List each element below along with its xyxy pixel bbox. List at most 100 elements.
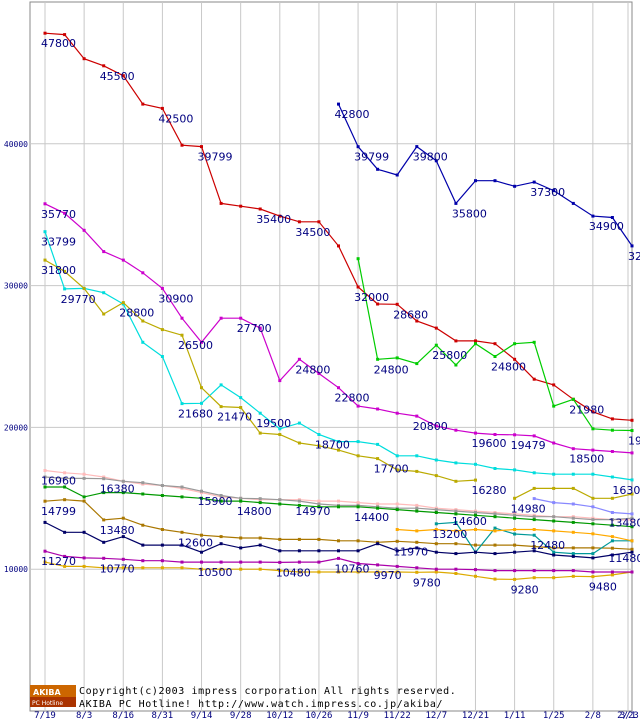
data-point (630, 550, 634, 554)
data-point (513, 496, 517, 500)
data-point (454, 520, 458, 524)
data-point (180, 566, 184, 570)
data-point (376, 506, 380, 510)
data-point (317, 444, 321, 448)
data-point (454, 567, 458, 571)
data-point (454, 201, 458, 205)
data-point (513, 528, 517, 531)
data-point (493, 526, 497, 530)
data-point (532, 569, 536, 573)
data-point (532, 515, 536, 519)
data-point (474, 431, 477, 435)
data-point (356, 404, 360, 408)
data-point (434, 474, 438, 478)
data-point (395, 302, 399, 306)
data-point (317, 549, 321, 553)
data-point (43, 520, 47, 524)
data-point (415, 145, 419, 149)
data-point (102, 566, 106, 570)
data-point (493, 529, 497, 533)
data-label: 33799 (41, 236, 76, 249)
data-point (415, 362, 419, 366)
data-point (415, 319, 419, 323)
data-point (532, 549, 536, 553)
data-point (532, 528, 536, 531)
x-tick-label: 8/3 (76, 711, 92, 720)
data-point (63, 269, 67, 273)
data-point (356, 505, 360, 509)
data-point (571, 516, 575, 520)
data-point (376, 570, 380, 574)
data-point (434, 159, 438, 163)
data-point (513, 433, 517, 437)
data-point (532, 180, 536, 184)
data-label: 35800 (452, 207, 487, 220)
data-point (297, 421, 301, 425)
data-point (121, 301, 125, 305)
data-point (376, 302, 380, 306)
data-point (200, 560, 203, 564)
data-label: 12480 (530, 539, 565, 552)
x-tick-label: 8/16 (112, 711, 134, 720)
data-point (278, 433, 282, 436)
data-point (571, 397, 575, 401)
data-point (415, 540, 419, 544)
data-point (200, 489, 203, 493)
data-point (571, 472, 575, 476)
x-tick-label: 1/25 (543, 711, 565, 720)
data-point (356, 285, 360, 289)
data-point (610, 573, 614, 577)
data-point (160, 543, 164, 547)
data-point (474, 179, 477, 183)
data-point (102, 518, 106, 522)
data-point (239, 560, 243, 564)
data-point (434, 522, 438, 526)
data-label: 34500 (295, 226, 330, 239)
data-point (513, 577, 517, 581)
data-point (239, 496, 243, 500)
data-label: 37300 (530, 186, 565, 199)
data-point (239, 406, 243, 409)
data-point (591, 546, 595, 550)
data-point (552, 404, 556, 408)
data-point (376, 442, 380, 446)
data-point (415, 546, 419, 550)
data-point (395, 173, 399, 177)
data-point (415, 570, 419, 574)
data-point (82, 286, 86, 290)
data-label: 24800 (374, 363, 409, 376)
data-point (474, 543, 477, 547)
data-point (552, 515, 556, 519)
data-point (63, 554, 67, 558)
data-point (434, 567, 438, 571)
data-point (337, 556, 340, 560)
data-point (356, 501, 360, 505)
data-label: 28680 (393, 308, 428, 321)
data-point (63, 485, 67, 489)
data-point (591, 410, 595, 414)
data-point (454, 529, 458, 533)
data-point (121, 74, 125, 78)
data-label: 10770 (100, 562, 135, 575)
data-point (219, 405, 223, 409)
data-point (513, 543, 517, 547)
plot-frame (29, 1, 633, 712)
data-label: 32000 (354, 291, 389, 304)
data-label: 25800 (432, 349, 467, 362)
data-point (297, 220, 301, 224)
x-tick-label: 1/11 (504, 711, 526, 720)
data-point (297, 549, 301, 553)
data-point (63, 530, 67, 534)
data-point (395, 468, 399, 472)
data-point (278, 502, 282, 506)
data-point (258, 560, 262, 564)
data-point (571, 502, 575, 506)
data-point (395, 356, 399, 360)
data-point (454, 428, 458, 432)
data-point (102, 291, 106, 295)
data-point (219, 494, 223, 497)
data-label: 35400 (256, 213, 291, 226)
grid (29, 1, 633, 712)
data-point (219, 201, 223, 205)
